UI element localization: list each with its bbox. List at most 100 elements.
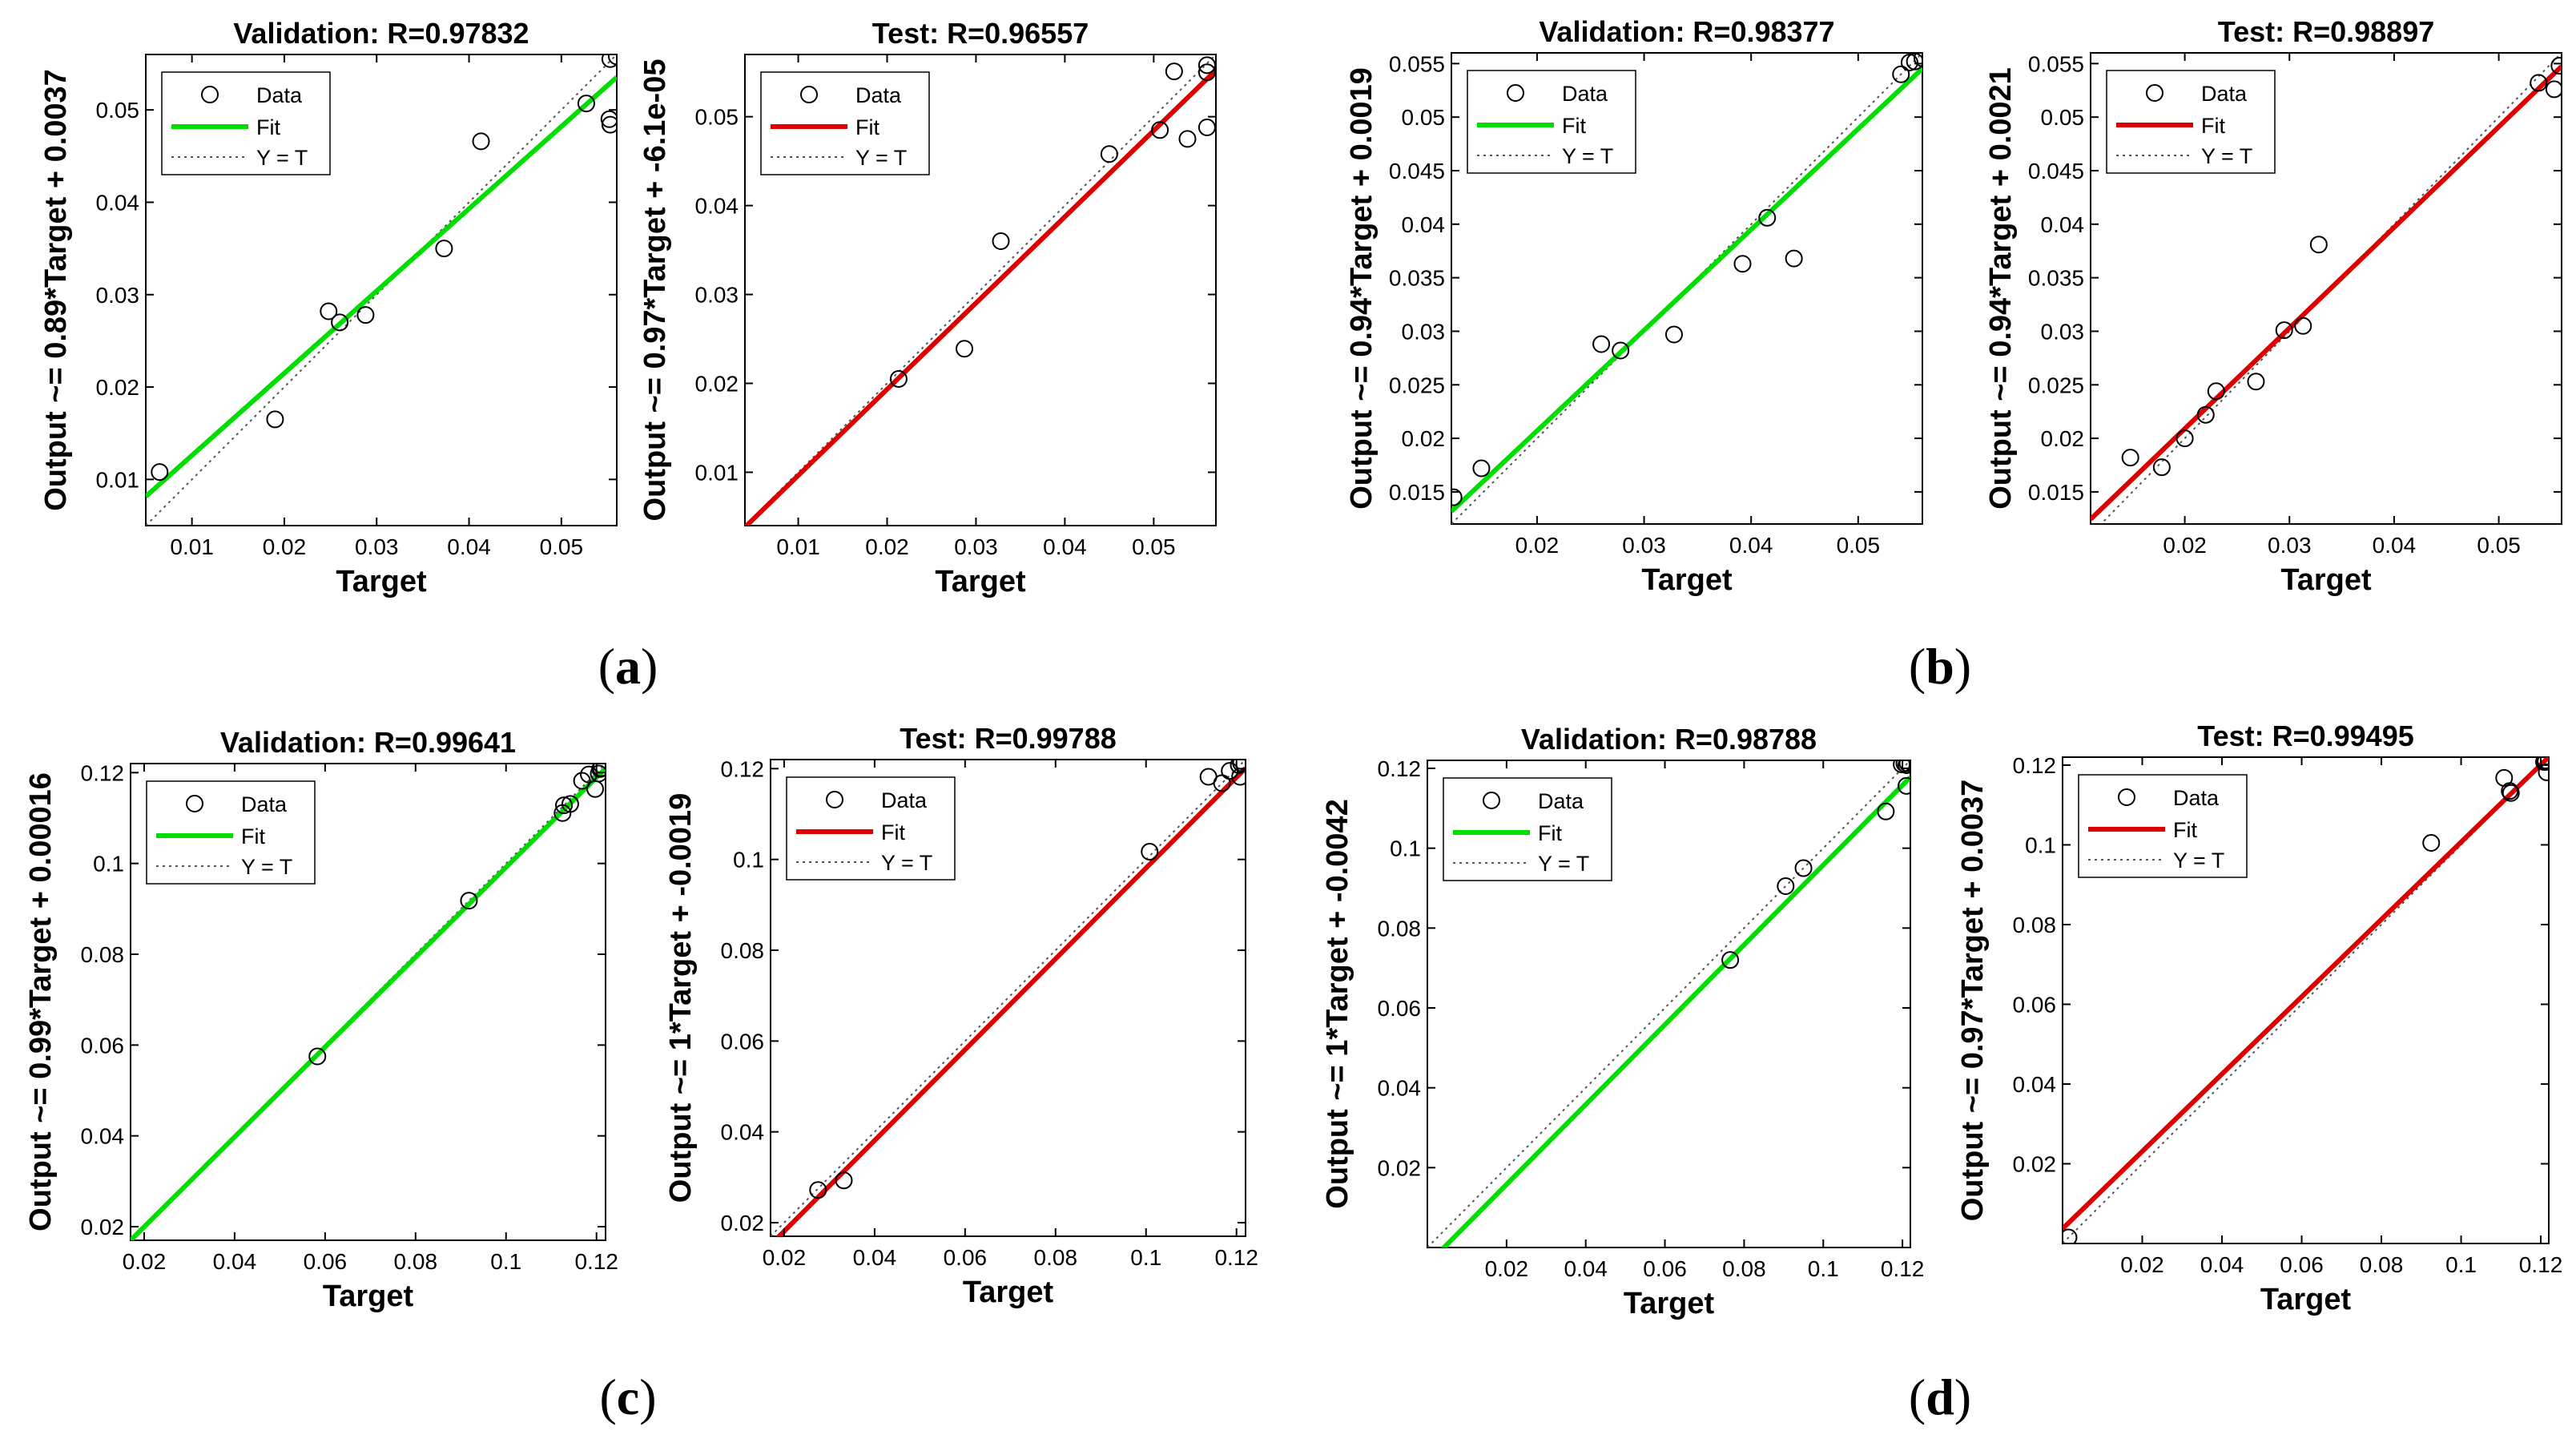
legend-marker-data (2118, 788, 2135, 806)
panel-label-c: (c) (599, 1368, 656, 1425)
legend-marker-data (800, 86, 818, 103)
legend-box (2106, 70, 2276, 174)
plot-title: Validation: R=0.99641 (220, 726, 516, 759)
x-tick-label: 0.1 (2445, 1252, 2477, 1277)
x-axis-label: Target (1624, 1287, 1715, 1320)
panel-label-b: (b) (1909, 638, 1971, 695)
y-tick-label: 0.08 (81, 942, 125, 967)
legend-marker-data (2146, 84, 2163, 102)
y-tick-label: 0.04 (721, 1120, 765, 1145)
y-tick-label: 0.1 (1390, 836, 1421, 861)
y-tick-label: 0.02 (1402, 426, 1446, 451)
data-point (1472, 459, 1491, 478)
legend-label-data: Data (2201, 82, 2248, 106)
x-axis-label: Target (2260, 1283, 2352, 1316)
plot-title: Test: R=0.99788 (900, 722, 1117, 755)
y-tick-label: 0.04 (695, 194, 739, 219)
legend-box (786, 776, 956, 881)
data-point (2537, 757, 2549, 769)
data-point (1178, 130, 1197, 148)
x-tick-label: 0.03 (954, 534, 998, 559)
legend: Data Fit Y = T (2106, 70, 2276, 174)
data-point (555, 796, 574, 815)
data-point (472, 132, 490, 151)
legend-label-identity: Y = T (256, 146, 308, 170)
plot-3: 0.02 0.03 0.04 0.05 0.015 0.02 0.025 0.03 0.035 0… (1345, 15, 1923, 597)
x-tick-label: 0.06 (2280, 1252, 2324, 1277)
legend-label-data: Data (241, 792, 288, 816)
legend-box (1443, 777, 1612, 881)
legend-box (146, 780, 316, 885)
x-tick-label: 0.02 (263, 534, 307, 559)
y-tick-label: 0.025 (2028, 373, 2084, 397)
data-point (2501, 782, 2519, 800)
data-point (1232, 760, 1246, 772)
data-point (1895, 760, 1910, 772)
legend-label-data: Data (881, 788, 928, 812)
data-point (608, 54, 617, 66)
y-tick-label: 0.035 (1389, 266, 1445, 291)
data-point (460, 892, 478, 910)
data-point (2538, 763, 2549, 781)
x-axis-label: Target (2280, 563, 2372, 597)
data-point (1906, 53, 1922, 71)
plot-area (745, 54, 1216, 526)
data-point (2530, 74, 2548, 92)
legend-label-data: Data (855, 83, 902, 107)
data-point (1664, 325, 1683, 344)
fit-line (775, 766, 1246, 1236)
y-axis-label: Output ~= 0.89*Target + 0.0037 (39, 69, 73, 511)
x-tick-label: 0.03 (2268, 533, 2312, 558)
x-axis-label: Target (336, 565, 427, 599)
fit-line (1451, 67, 1922, 514)
data-point (1197, 63, 1216, 82)
y-tick-label: 0.08 (2013, 913, 2057, 937)
y-tick-label: 0.055 (1389, 51, 1445, 76)
x-tick-label: 0.04 (2200, 1252, 2244, 1277)
x-tick-label: 0.02 (865, 534, 909, 559)
legend-label-fit: Fit (241, 824, 265, 848)
x-tick-label: 0.02 (2163, 533, 2207, 558)
y-axis-label: Output ~= 0.97*Target + -6.1e-05 (638, 59, 672, 522)
data-point (1877, 802, 1895, 820)
y-tick-label: 0.03 (96, 283, 140, 308)
y-tick-label: 0.05 (96, 98, 140, 123)
legend-label-fit: Fit (2201, 114, 2225, 138)
data-point (1777, 877, 1795, 895)
x-tick-label: 0.06 (304, 1249, 348, 1274)
legend-label-fit: Fit (855, 115, 879, 139)
data-point (1733, 255, 1752, 273)
legend-label-fit: Fit (2173, 818, 2197, 842)
x-tick-label: 0.05 (540, 534, 584, 559)
legend-label-identity: Y = T (2201, 144, 2252, 168)
data-point (1898, 760, 1910, 774)
plot-6: 0.02 0.04 0.06 0.08 0.1 0.12 0.02 0.04 0.06 0.08 0… (664, 722, 1258, 1309)
data-point (1898, 760, 1910, 772)
y-tick-label: 0.02 (2013, 1151, 2057, 1176)
plot-title: Test: R=0.98897 (2218, 15, 2435, 48)
y-axis-label: Output ~= 1*Target + -0.0042 (1321, 799, 1354, 1208)
plot-2: 0.01 0.02 0.03 0.04 0.05 0.01 0.02 0.03 0.04 0.05… (638, 17, 1217, 599)
data-point (2422, 833, 2441, 852)
legend: Data Fit Y = T (760, 71, 930, 175)
data-point (151, 463, 169, 482)
x-axis-label: Target (323, 1280, 414, 1313)
y-tick-label: 0.02 (721, 1211, 765, 1235)
data-point (573, 772, 591, 790)
y-tick-label: 0.04 (81, 1124, 125, 1149)
data-point (1794, 859, 1813, 877)
y-tick-label: 0.06 (721, 1029, 765, 1054)
x-tick-label: 0.05 (2477, 533, 2521, 558)
x-axis-label: Target (963, 1276, 1054, 1309)
y-tick-label: 0.04 (1402, 212, 1446, 237)
data-point (601, 54, 617, 68)
legend-box (2078, 774, 2248, 878)
legend: Data Fit Y = T (786, 776, 956, 881)
data-point (1197, 56, 1216, 75)
identity-line (745, 54, 1216, 526)
x-tick-label: 0.05 (1837, 533, 1881, 558)
legend-label-fit: Fit (1562, 114, 1586, 138)
data-point (835, 1171, 853, 1190)
y-tick-label: 0.01 (695, 460, 739, 485)
